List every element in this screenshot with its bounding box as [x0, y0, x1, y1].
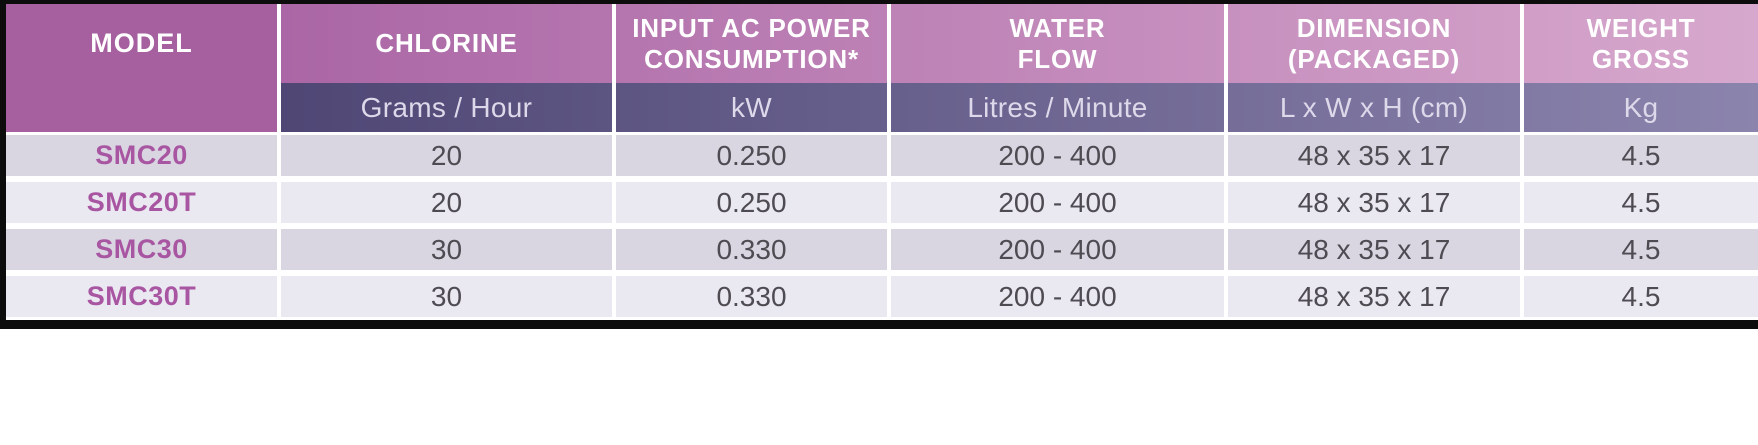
table-row-smc20t: SMC20T 20 0.250 200 - 400 48 x 35 x 17 4…	[6, 182, 1758, 223]
unit-chlorine: Grams / Hour	[277, 83, 612, 132]
column-header-waterflow: WATER FLOW	[887, 4, 1224, 83]
model-cell: SMC30T	[6, 276, 277, 317]
chlorine-cell: 30	[277, 276, 612, 317]
column-header-dimension: DIMENSION (PACKAGED)	[1224, 4, 1520, 83]
power-cell: 0.330	[612, 276, 887, 317]
column-header-chlorine: CHLORINE	[277, 4, 612, 83]
table-row-smc20: SMC20 20 0.250 200 - 400 48 x 35 x 17 4.…	[6, 135, 1758, 176]
power-cell: 0.250	[612, 182, 887, 223]
chlorine-cell: 30	[277, 229, 612, 270]
dimension-cell: 48 x 35 x 17	[1224, 276, 1520, 317]
column-header-power: INPUT AC POWER CONSUMPTION*	[612, 4, 887, 83]
column-header-model: MODEL	[6, 4, 277, 132]
column-header-weight: WEIGHT GROSS	[1520, 4, 1758, 83]
model-cell: SMC20T	[6, 182, 277, 223]
weight-cell: 4.5	[1520, 276, 1758, 317]
dimension-cell: 48 x 35 x 17	[1224, 135, 1520, 176]
table-row-smc30t: SMC30T 30 0.330 200 - 400 48 x 35 x 17 4…	[6, 276, 1758, 317]
table-row-smc30: SMC30 30 0.330 200 - 400 48 x 35 x 17 4.…	[6, 229, 1758, 270]
waterflow-cell: 200 - 400	[887, 276, 1224, 317]
unit-weight: Kg	[1520, 83, 1758, 132]
unit-waterflow: Litres / Minute	[887, 83, 1224, 132]
waterflow-cell: 200 - 400	[887, 135, 1224, 176]
chlorine-cell: 20	[277, 182, 612, 223]
waterflow-cell: 200 - 400	[887, 229, 1224, 270]
weight-cell: 4.5	[1520, 135, 1758, 176]
power-cell: 0.330	[612, 229, 887, 270]
unit-dimension: L x W x H (cm)	[1224, 83, 1520, 132]
dimension-cell: 48 x 35 x 17	[1224, 182, 1520, 223]
table-header: MODEL CHLORINE INPUT AC POWER CONSUMPTIO…	[6, 4, 1758, 132]
power-cell: 0.250	[612, 135, 887, 176]
spec-table: MODEL CHLORINE INPUT AC POWER CONSUMPTIO…	[0, 0, 1758, 329]
unit-power: kW	[612, 83, 887, 132]
model-cell: SMC30	[6, 229, 277, 270]
table-body: SMC20 20 0.250 200 - 400 48 x 35 x 17 4.…	[6, 135, 1758, 320]
model-cell: SMC20	[6, 135, 277, 176]
weight-cell: 4.5	[1520, 182, 1758, 223]
weight-cell: 4.5	[1520, 229, 1758, 270]
chlorine-cell: 20	[277, 135, 612, 176]
dimension-cell: 48 x 35 x 17	[1224, 229, 1520, 270]
waterflow-cell: 200 - 400	[887, 182, 1224, 223]
